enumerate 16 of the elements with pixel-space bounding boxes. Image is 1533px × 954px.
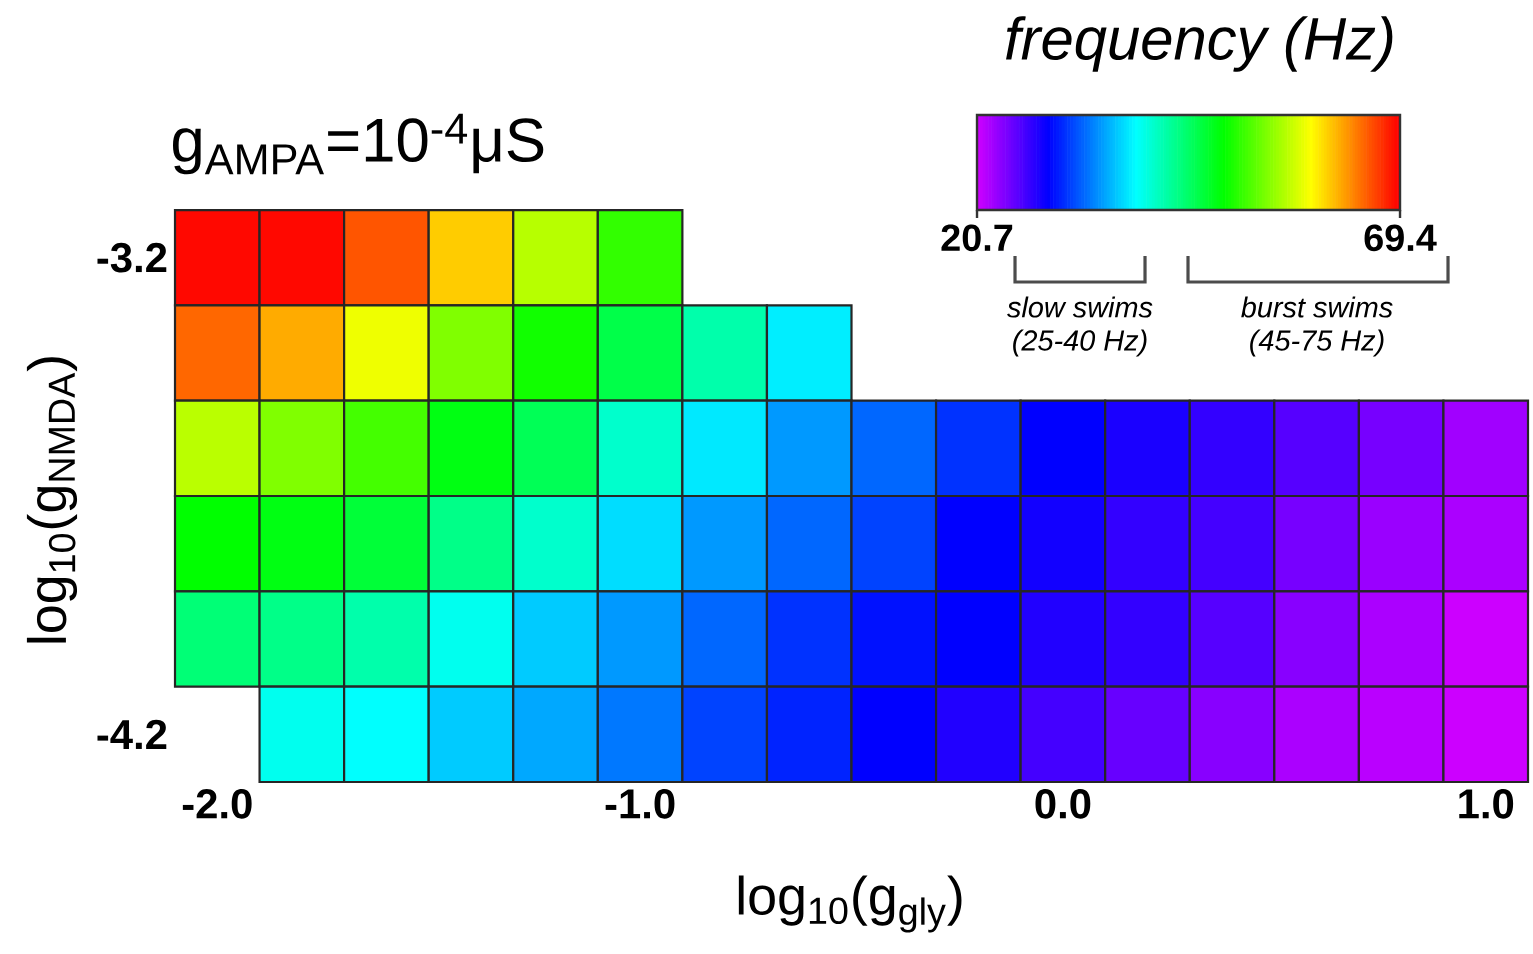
y-tick-label: -3.2	[97, 242, 167, 273]
annotation: (25-40 Hz)	[1013, 329, 1147, 357]
x-axis-title: log$_{10}$(g$_{gly}$)	[738, 875, 962, 933]
annotation: burst swims	[1241, 296, 1393, 318]
y-axis-title: log$_{10}$(g$_{NMDA}$)	[26, 357, 78, 643]
x-tick-label: -1.0	[605, 789, 675, 819]
color-bar-label: 20.7	[941, 224, 1013, 252]
color-bar-label: 69.4	[1364, 224, 1437, 252]
annotation: slow swims	[1007, 296, 1153, 318]
chart-title: g$_{AMPA}$=10$^{-4}$μS	[172, 113, 544, 175]
annotation: (45-75 Hz)	[1250, 329, 1384, 357]
y-tick-label: -4.2	[97, 719, 167, 749]
color-bar-title: frequency (Hz)	[1006, 16, 1393, 72]
x-tick-label: 1.0	[1459, 789, 1514, 819]
x-tick-label: 0.0	[1035, 789, 1091, 819]
x-tick-label: -2.0	[182, 789, 252, 819]
